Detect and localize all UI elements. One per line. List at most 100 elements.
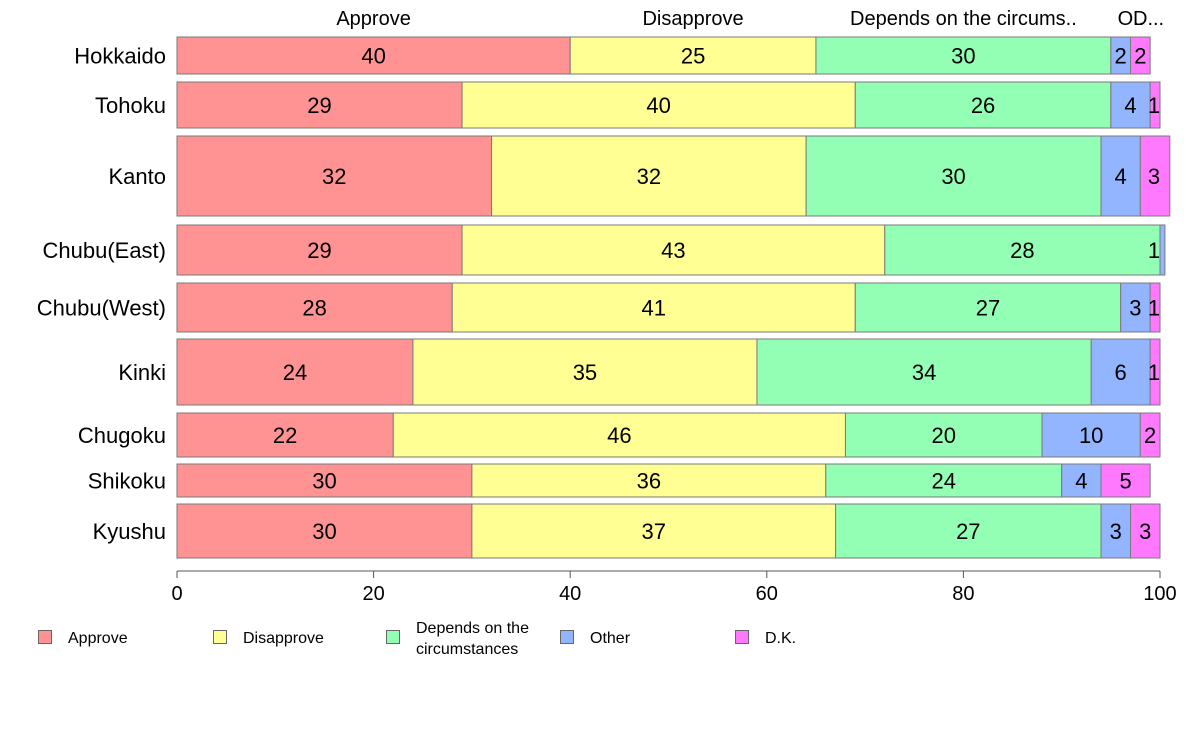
data-label: 28 bbox=[302, 296, 326, 321]
bar-segment bbox=[844, 412, 1043, 458]
x-tick-label: 20 bbox=[362, 583, 384, 605]
bar-segment bbox=[412, 338, 758, 406]
legend-swatch bbox=[213, 630, 227, 644]
bar-segment bbox=[491, 135, 807, 217]
data-label: 28 bbox=[1010, 238, 1034, 263]
data-label: 27 bbox=[976, 296, 1000, 321]
x-tick-label: 80 bbox=[952, 583, 974, 605]
bar-segment bbox=[176, 503, 473, 559]
data-label: 37 bbox=[642, 519, 666, 544]
data-label: 26 bbox=[971, 93, 995, 118]
bar-segment bbox=[1061, 463, 1102, 498]
legend-swatch bbox=[38, 630, 52, 644]
bar-segment bbox=[1149, 81, 1161, 129]
legend: Approve Disapprove Depends on the circumst… bbox=[38, 620, 1138, 670]
bar-segment bbox=[756, 338, 1092, 406]
category-label: Shikoku bbox=[88, 469, 166, 494]
bar-segment bbox=[1120, 282, 1151, 333]
data-label: 41 bbox=[642, 296, 666, 321]
data-label: 35 bbox=[573, 360, 597, 385]
data-label: 6 bbox=[1115, 360, 1127, 385]
data-label: 30 bbox=[312, 519, 336, 544]
legend-label: Disapprove bbox=[243, 630, 324, 647]
bar-segment bbox=[835, 503, 1102, 559]
data-label: 32 bbox=[637, 164, 661, 189]
bars-area: 40 25 30 2 229 40 26 4 132 32 30 4 329 43 28 128 41 27 3 12… bbox=[176, 36, 1171, 559]
bar-segment bbox=[1100, 463, 1151, 498]
data-label: 2 bbox=[1115, 44, 1127, 69]
legend-label: D.K. bbox=[765, 630, 797, 647]
data-label: 30 bbox=[312, 469, 336, 494]
bar-segment bbox=[1110, 81, 1151, 129]
legend-swatch bbox=[386, 630, 400, 644]
bar-segment bbox=[1139, 412, 1161, 458]
bar-segment bbox=[1159, 224, 1166, 276]
legend-label: Approve bbox=[68, 630, 128, 647]
legend-item: Disapprove bbox=[213, 620, 324, 649]
category-label: Chubu(East) bbox=[42, 238, 166, 263]
bar-segment bbox=[451, 282, 856, 333]
data-label: 24 bbox=[283, 360, 307, 385]
data-label: 32 bbox=[322, 164, 346, 189]
bar-segment bbox=[176, 412, 394, 458]
legend-swatch bbox=[560, 630, 574, 644]
x-tick-label: 0 bbox=[171, 583, 182, 605]
bar-segment bbox=[1149, 338, 1161, 406]
data-label: 1 bbox=[1148, 360, 1160, 385]
x-tick-label: 60 bbox=[756, 583, 778, 605]
data-label: 25 bbox=[681, 44, 705, 69]
category-label: Chugoku bbox=[78, 423, 166, 448]
bar-segment bbox=[392, 412, 846, 458]
y-axis: Hokkaido Tohoku Kanto Chubu(East) Chubu(West… bbox=[37, 44, 166, 545]
legend-label: Depends on the circumstances bbox=[416, 620, 529, 658]
legend-item: D.K. bbox=[735, 620, 796, 649]
data-label: 36 bbox=[637, 469, 661, 494]
data-label: 40 bbox=[361, 44, 385, 69]
column-header-labels: Approve Disapprove Depends on the circums.… bbox=[336, 8, 1164, 30]
category-label: Tohoku bbox=[95, 93, 166, 118]
bar-segment bbox=[854, 81, 1112, 129]
bar-segment bbox=[471, 463, 827, 498]
bar-segment bbox=[1041, 412, 1141, 458]
category-label: Hokkaido bbox=[74, 44, 166, 69]
x-tick-label: 100 bbox=[1143, 583, 1176, 605]
bar-segment bbox=[825, 463, 1063, 498]
x-axis: 0 20 40 60 80 100 bbox=[171, 570, 1177, 605]
data-label: 29 bbox=[307, 238, 331, 263]
data-label: 10 bbox=[1079, 423, 1103, 448]
column-header: O.. bbox=[1118, 8, 1145, 30]
bar-segment bbox=[569, 36, 817, 75]
bar-segment bbox=[1130, 36, 1151, 75]
data-label: 1 bbox=[1148, 93, 1160, 118]
legend-item: Approve bbox=[38, 620, 128, 649]
data-label: 3 bbox=[1148, 164, 1160, 189]
data-label: 27 bbox=[956, 519, 980, 544]
bar-segment bbox=[1100, 135, 1141, 217]
data-label: 46 bbox=[607, 423, 631, 448]
data-label: 2 bbox=[1144, 423, 1156, 448]
legend-swatch bbox=[735, 630, 749, 644]
category-label: Kyushu bbox=[93, 519, 166, 544]
data-label: 20 bbox=[931, 423, 955, 448]
column-header: D... bbox=[1133, 8, 1164, 30]
bar-segment bbox=[461, 224, 886, 276]
bar-segment bbox=[1130, 503, 1161, 559]
data-label: 30 bbox=[941, 164, 965, 189]
legend-item: Other bbox=[560, 620, 630, 649]
bar-segment bbox=[1139, 135, 1171, 217]
data-label: 22 bbox=[273, 423, 297, 448]
data-label: 1 bbox=[1148, 296, 1160, 321]
data-label: 40 bbox=[646, 93, 670, 118]
column-header: Disapprove bbox=[642, 8, 743, 30]
category-label: Chubu(West) bbox=[37, 296, 166, 321]
bar-segment bbox=[815, 36, 1112, 75]
bar-segment bbox=[805, 135, 1102, 217]
bar-segment bbox=[176, 224, 463, 276]
bar-segment bbox=[176, 338, 414, 406]
x-tick-label: 40 bbox=[559, 583, 581, 605]
data-label: 30 bbox=[951, 44, 975, 69]
data-label: 24 bbox=[931, 469, 955, 494]
bar-segment bbox=[1100, 503, 1132, 559]
data-label: 4 bbox=[1124, 93, 1136, 118]
